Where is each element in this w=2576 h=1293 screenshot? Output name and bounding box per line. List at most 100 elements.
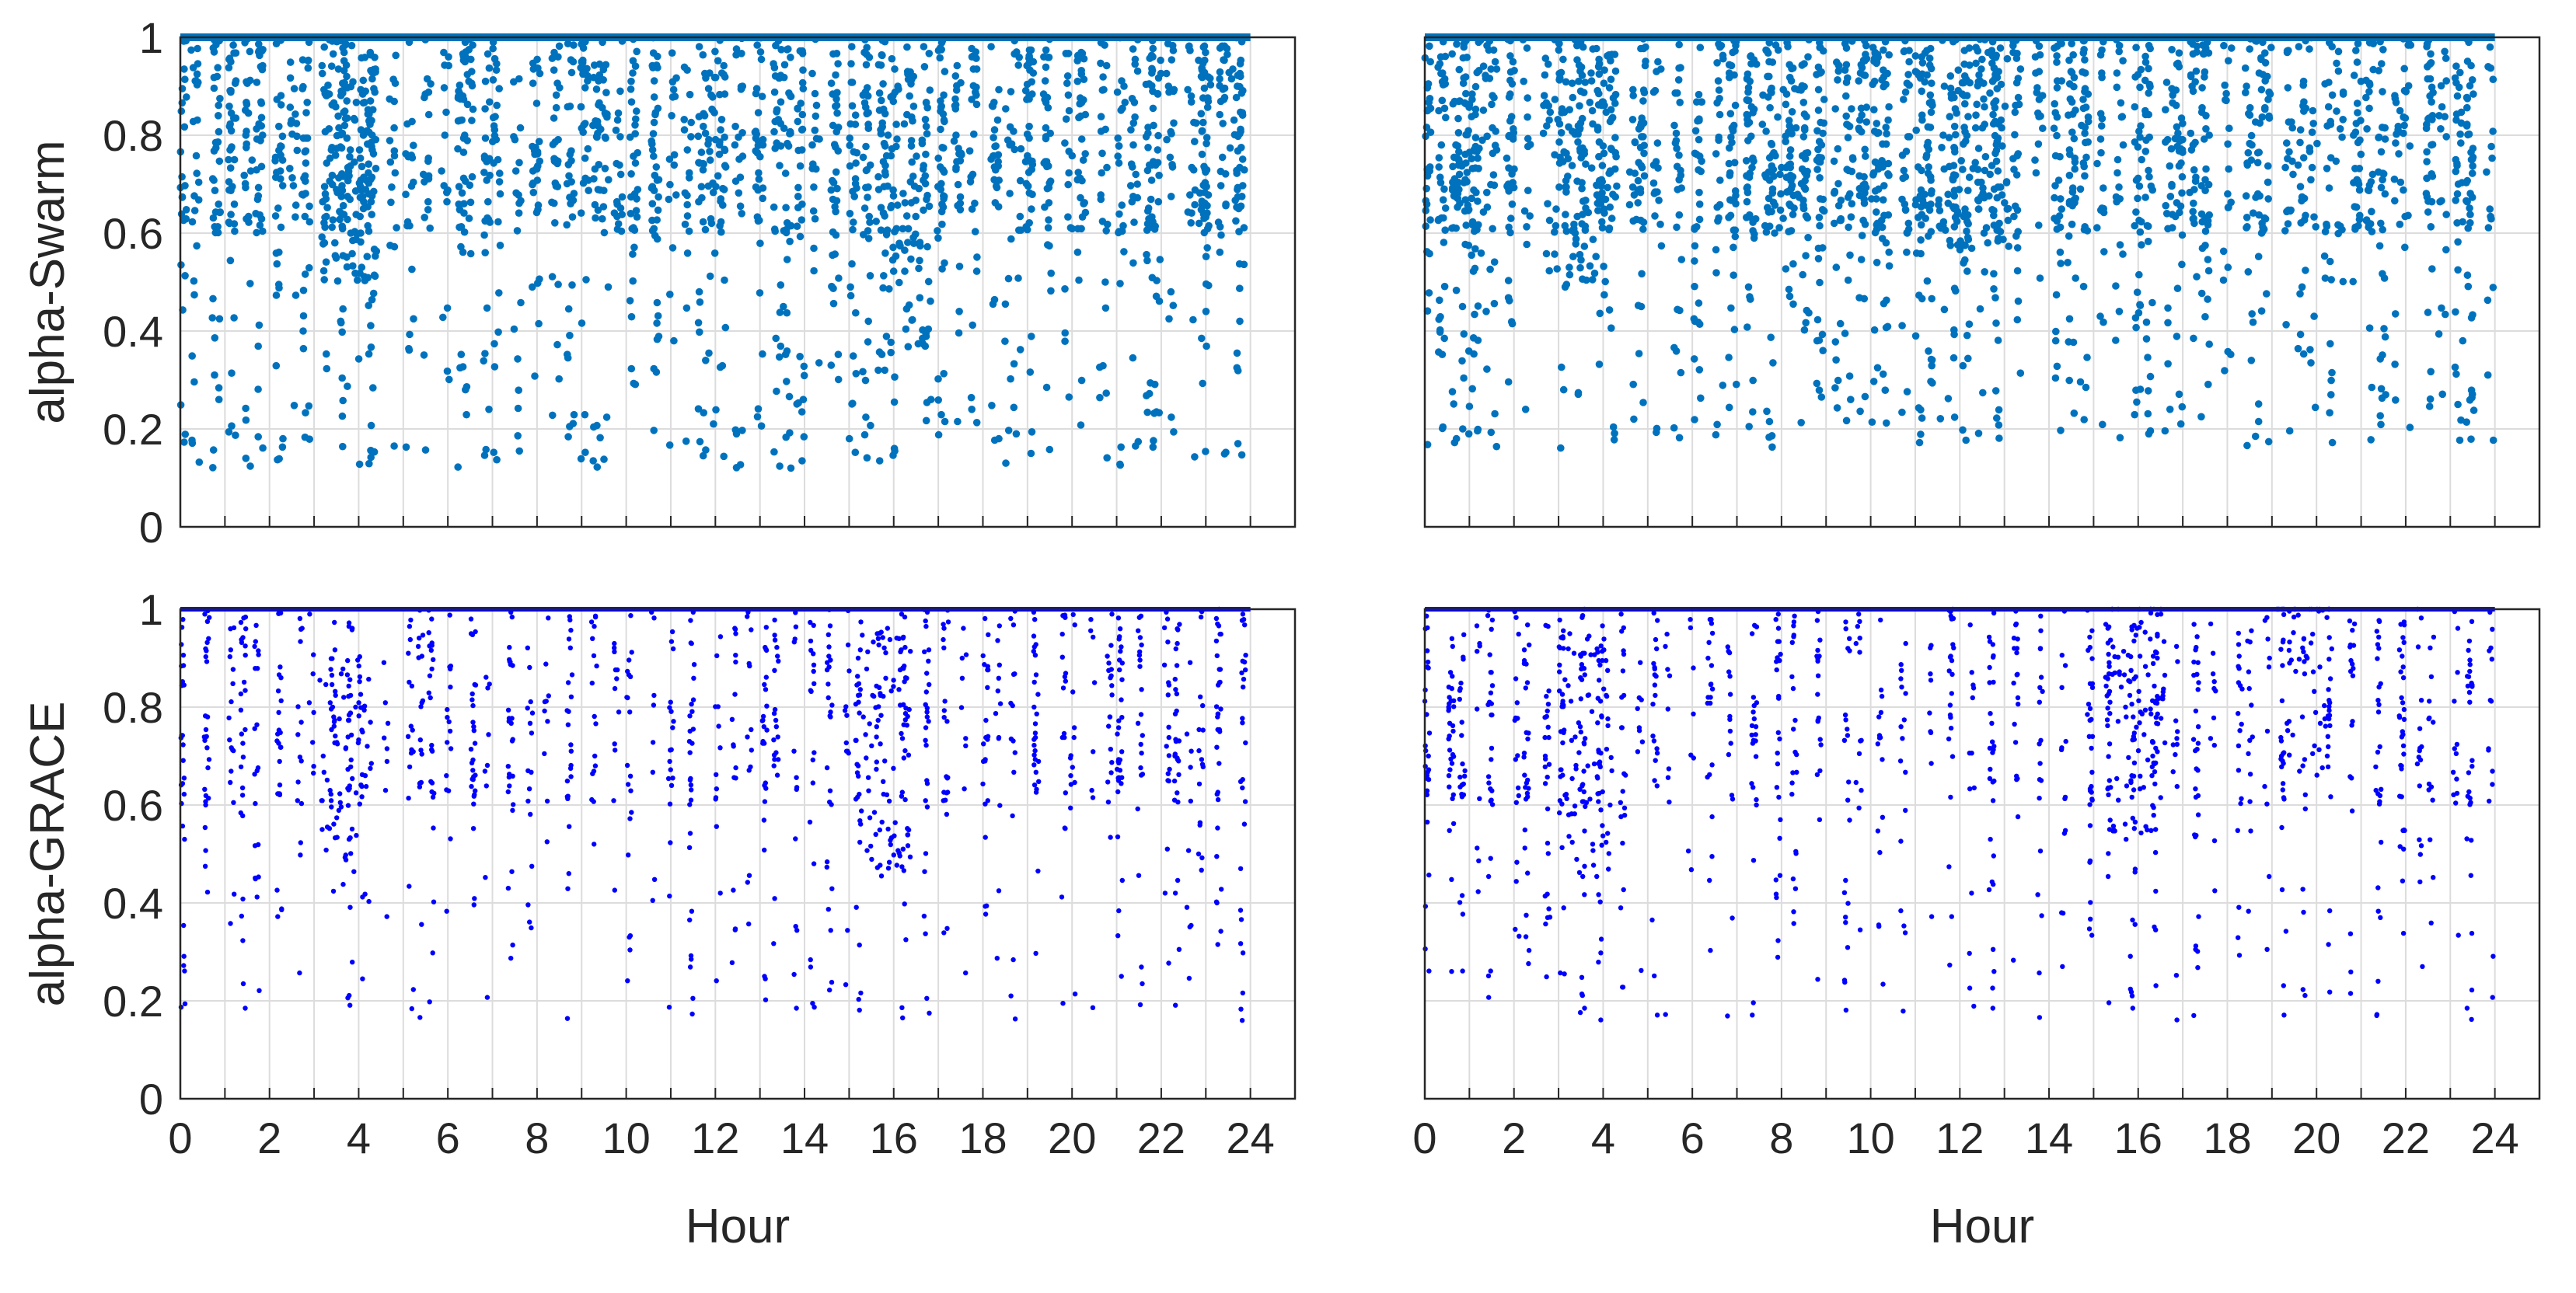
scatter-point [753,213,762,221]
scatter-point [1898,408,1906,416]
scatter-point [1926,91,1935,99]
scatter-point [704,140,712,148]
scatter-point [1026,368,1035,376]
scatter-point [1127,126,1135,134]
scatter-point [2065,80,2074,88]
scatter-point [343,134,351,142]
scatter-point [1746,77,1754,85]
scatter-point [1422,222,1430,231]
scatter-point [812,165,820,173]
scatter-point [706,69,714,77]
scatter-point [489,138,497,145]
scatter-point [832,168,840,176]
scatter-point [1576,145,1584,153]
scatter-point [796,232,805,241]
scatter-point [2254,417,2263,426]
scatter-point [354,276,361,284]
scatter-point [410,141,417,149]
scatter-point [1789,300,1797,308]
scatter-point [1101,41,1108,49]
scatter-point [694,405,703,413]
scatter-point [1610,436,1618,444]
scatter-point [180,653,187,658]
scatter-point [782,228,791,237]
scatter-point [535,138,543,145]
scatter-point [2442,133,2450,141]
scatter-point [345,734,351,740]
scatter-point [894,82,902,90]
scatter-point [2452,62,2460,70]
scatter-point [885,285,893,293]
scatter-point [1639,97,1647,105]
scatter-point [862,166,871,175]
scatter-point [1677,184,1685,192]
scatter-point [1857,256,1866,263]
scatter-point [1857,61,1866,69]
scatter-point [495,178,504,186]
scatter-point [2198,84,2206,92]
scatter-point [1198,73,1206,82]
scatter-point [2467,148,2475,156]
scatter-point [668,49,676,57]
scatter-point [1487,428,1496,437]
scatter-point [2012,232,2020,240]
scatter-point [1950,144,1958,152]
scatter-point [443,304,452,312]
scatter-point [1129,45,1137,53]
scatter-point [462,383,471,391]
scatter-point [365,350,373,358]
scatter-point [1993,414,2001,422]
scatter-point [510,325,518,333]
scatter-point [1134,437,1143,446]
scatter-point [695,43,703,51]
scatter-point [770,225,779,233]
scatter-point [1653,424,1661,433]
scatter-point [1653,139,1662,147]
scatter-point [1830,219,1838,228]
scatter-point [901,246,909,254]
scatter-point [1450,179,1458,188]
scatter-point [1795,193,1803,201]
scatter-point [864,120,872,128]
scatter-point [1611,429,1618,437]
scatter-point [1725,69,1733,77]
scatter-point [1097,59,1105,68]
scatter-point [468,631,474,636]
scatter-point [2190,199,2197,207]
scatter-point [1744,283,1753,291]
scatter-point [2261,105,2269,113]
scatter-point [1575,77,1583,85]
scatter-point [484,197,492,206]
scatter-point [1016,176,1024,185]
scatter-point [360,197,368,206]
scatter-point [1143,250,1150,259]
scatter-point [566,331,574,340]
scatter-point [2202,165,2210,173]
scatter-point [1818,330,1827,339]
scatter-point [410,315,417,323]
scatter-point [365,169,372,177]
scatter-point [1803,113,1810,120]
scatter-point [254,342,263,350]
scatter-point [1565,106,1573,113]
scatter-point [649,49,658,57]
scatter-point [516,124,525,132]
scatter-point [2334,47,2343,56]
scatter-point [278,443,287,451]
scatter-point [1950,122,1959,131]
scatter-point [2284,84,2292,92]
scatter-point [2004,216,2012,225]
scatter-point [2489,284,2497,291]
scatter-point [275,914,281,919]
scatter-point [2011,108,2019,117]
scatter-point [1613,182,1621,190]
scatter-point [344,382,351,391]
scatter-point [553,183,562,190]
scatter-point [443,367,452,375]
scatter-point [424,175,433,183]
scatter-point [1832,263,1841,271]
scatter-point [709,106,717,114]
scatter-point [2428,173,2437,180]
scatter-point [614,109,623,117]
